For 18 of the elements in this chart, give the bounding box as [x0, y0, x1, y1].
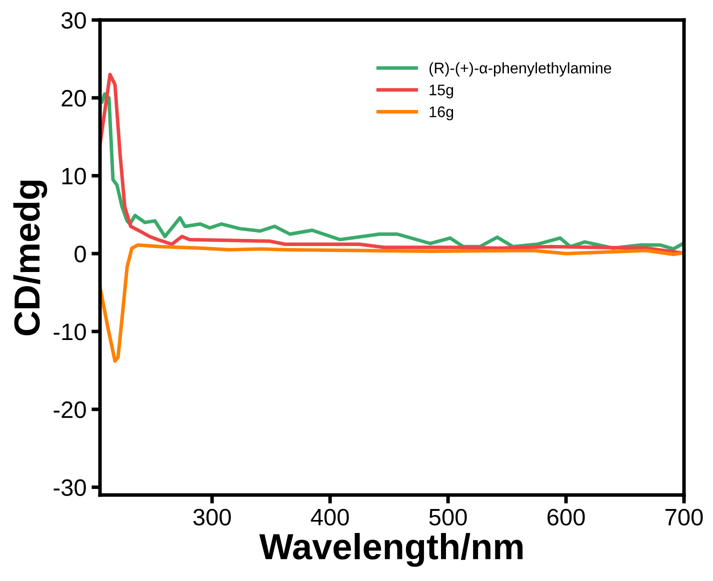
x-tick-label: 700	[666, 508, 703, 526]
x-tick-label: 600	[548, 508, 585, 526]
y-tick-label: 0	[74, 246, 86, 262]
x-axis-title: Wavelength/nm	[259, 532, 523, 567]
y-tick-label: -10	[54, 324, 86, 340]
y-tick-label: -30	[54, 479, 86, 496]
x-tick-label: 300	[193, 508, 231, 526]
x-tick-label: 500	[429, 508, 467, 526]
y-axis-title: CD/medg	[13, 180, 48, 336]
y-tick-label: -20	[54, 401, 86, 418]
x-tick-label: 400	[310, 508, 349, 526]
legend-label: 16g	[430, 106, 454, 120]
line-series	[100, 243, 684, 363]
legend-label: (R)-(+)-α-phenylethylamine	[430, 62, 612, 76]
y-tick-label: 30	[61, 12, 86, 29]
y-tick-label: 10	[62, 168, 86, 185]
y-tick-label: 20	[62, 90, 86, 107]
legend-label: 15g	[430, 84, 454, 98]
